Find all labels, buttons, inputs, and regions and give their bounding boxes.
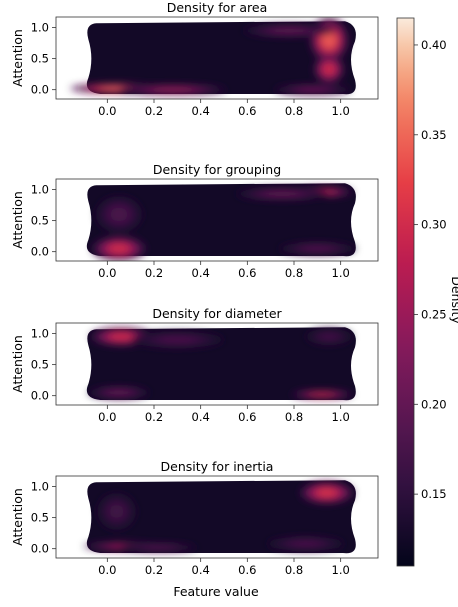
density-panel-3: Density for diameter 0.0 0.2 0.4 0.6 0.8 1.0 0.… bbox=[10, 306, 379, 424]
density-hotspot-2-level-5 bbox=[310, 392, 334, 396]
density-hotspot-5-level-5 bbox=[272, 28, 307, 33]
axes-frame bbox=[55, 16, 379, 100]
x-tick-label: 0.6 bbox=[238, 563, 256, 577]
colorbar-tick-label: 0.40 bbox=[421, 38, 447, 52]
density-field bbox=[86, 327, 356, 401]
density-field bbox=[86, 183, 356, 261]
x-tick-label: 0.4 bbox=[192, 266, 210, 280]
axes-frame bbox=[55, 178, 379, 262]
density-panel-1: Density for area 0.0 0.2 0.4 0.6 0.8 1.0 0.0 0.5… bbox=[10, 0, 379, 118]
x-tick-label: 0.8 bbox=[285, 563, 303, 577]
y-tick-label: 1.0 bbox=[31, 183, 49, 197]
x-tick-label: 0.0 bbox=[98, 563, 116, 577]
density-support bbox=[86, 21, 356, 95]
y-tick-label: 0.5 bbox=[31, 358, 49, 372]
x-tick-label: 1.0 bbox=[332, 410, 350, 424]
y-axis-label: Attention bbox=[10, 191, 25, 249]
density-panel-4: Density for inertia 0.0 0.2 0.4 0.6 0.8 1.0 0.0… bbox=[10, 459, 379, 577]
density-hotspot-4-level-5 bbox=[109, 504, 124, 519]
density-hotspot-6-level-5 bbox=[298, 87, 327, 92]
x-tick-label: 0.0 bbox=[98, 266, 116, 280]
x-tick-label: 0.4 bbox=[192, 563, 210, 577]
density-hotspot-4-level-5 bbox=[265, 191, 300, 197]
panel-title: Density for area bbox=[167, 0, 268, 15]
x-tick-label: 1.0 bbox=[332, 563, 350, 577]
density-hotspot-1-level-5 bbox=[316, 488, 337, 497]
panel-title: Density for inertia bbox=[161, 459, 274, 474]
density-hotspot-1-level-5 bbox=[109, 244, 129, 254]
x-tick-label: 0.6 bbox=[238, 104, 256, 118]
density-hotspot-3-level-5 bbox=[144, 545, 173, 549]
colorbar-tick-label: 0.35 bbox=[421, 128, 447, 142]
x-tick-label: 0.0 bbox=[98, 410, 116, 424]
x-tick-label: 0.6 bbox=[238, 266, 256, 280]
colorbar-tick-label: 0.25 bbox=[421, 307, 447, 321]
x-tick-label: 0.8 bbox=[285, 266, 303, 280]
x-tick-label: 0.2 bbox=[145, 266, 163, 280]
density-hotspot-4-level-5 bbox=[323, 63, 335, 75]
density-panel-2: Density for grouping 0.0 0.2 0.4 0.6 0.8 1.0 0.… bbox=[10, 162, 379, 280]
x-tick-label: 0.0 bbox=[98, 104, 116, 118]
x-tick-label: 0.6 bbox=[238, 410, 256, 424]
density-hotspot-3-level-5 bbox=[107, 390, 131, 395]
colorbar: 0.15 0.20 0.25 0.30 0.35 0.40 Density bbox=[396, 17, 458, 567]
x-tick-label: 0.4 bbox=[192, 410, 210, 424]
density-hotspot-5-level-5 bbox=[320, 333, 338, 340]
colorbar-label: Density bbox=[449, 276, 458, 324]
panel-title: Density for diameter bbox=[152, 306, 282, 321]
panels-group: Density for area 0.0 0.2 0.4 0.6 0.8 1.0 0.0 0.5… bbox=[10, 0, 379, 577]
density-hotspot-5-level-5 bbox=[303, 246, 332, 251]
x-tick-label: 0.2 bbox=[145, 104, 163, 118]
colorbar-frame bbox=[396, 17, 415, 567]
colorbar-tick-label: 0.15 bbox=[421, 487, 447, 501]
density-hotspot-3-level-5 bbox=[110, 207, 128, 222]
colorbar-tick-label: 0.30 bbox=[421, 218, 447, 232]
y-tick-label: 1.0 bbox=[31, 480, 49, 494]
density-hotspot-1-level-5 bbox=[109, 333, 133, 341]
density-field bbox=[83, 480, 356, 554]
density-field bbox=[70, 17, 356, 95]
x-tick-label: 1.0 bbox=[332, 104, 350, 118]
y-tick-label: 0.0 bbox=[31, 83, 49, 97]
panel-title: Density for grouping bbox=[153, 162, 281, 177]
y-tick-label: 0.5 bbox=[31, 511, 49, 525]
density-hotspot-4-level-5 bbox=[160, 336, 195, 343]
colorbar-gradient bbox=[397, 18, 414, 566]
y-axis-label: Attention bbox=[10, 488, 25, 546]
density-support bbox=[86, 480, 356, 554]
x-tick-label: 0.8 bbox=[285, 410, 303, 424]
y-tick-label: 0.0 bbox=[31, 245, 49, 259]
y-tick-label: 1.0 bbox=[31, 327, 49, 341]
axes-frame bbox=[55, 475, 379, 559]
y-axis-label: Attention bbox=[10, 335, 25, 393]
shared-x-axis-label: Feature value bbox=[173, 584, 259, 599]
x-tick-label: 0.4 bbox=[192, 104, 210, 118]
x-tick-label: 1.0 bbox=[332, 266, 350, 280]
y-tick-label: 0.5 bbox=[31, 52, 49, 66]
density-support bbox=[86, 183, 356, 257]
density-hotspot-2-level-5 bbox=[152, 87, 193, 92]
y-axis-label: Attention bbox=[10, 29, 25, 87]
y-tick-label: 0.5 bbox=[31, 214, 49, 228]
y-tick-label: 1.0 bbox=[31, 21, 49, 35]
density-hotspot-5-level-5 bbox=[291, 541, 320, 547]
x-tick-label: 0.2 bbox=[145, 410, 163, 424]
x-tick-label: 0.8 bbox=[285, 104, 303, 118]
y-tick-label: 0.0 bbox=[31, 389, 49, 403]
axes-frame bbox=[55, 322, 379, 406]
y-tick-label: 0.0 bbox=[31, 542, 49, 556]
x-tick-label: 0.2 bbox=[145, 563, 163, 577]
density-hotspot-3-level-5 bbox=[321, 31, 337, 49]
colorbar-tick-label: 0.20 bbox=[421, 397, 447, 411]
